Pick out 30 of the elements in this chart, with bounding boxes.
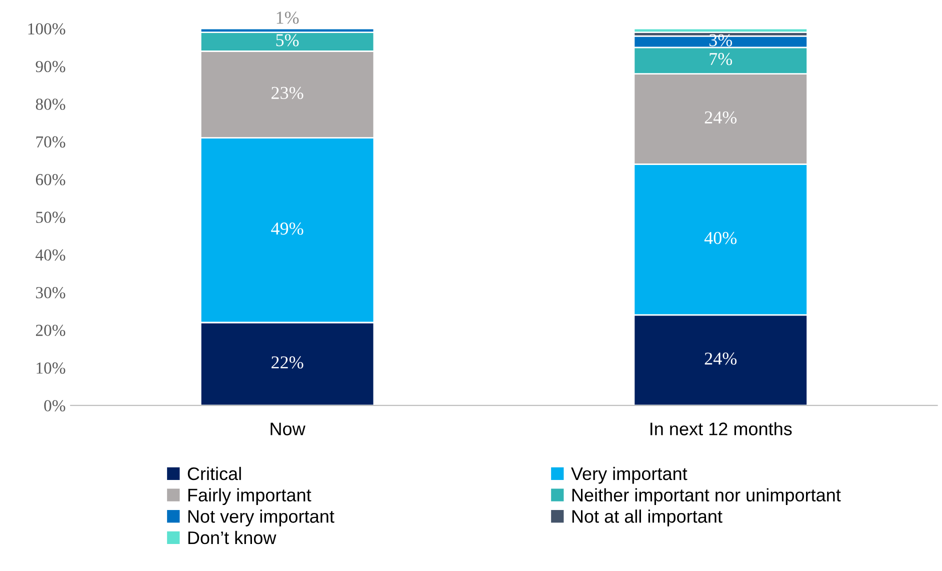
data-label: 23%: [272, 86, 304, 100]
data-label: 5%: [276, 34, 299, 46]
legend-label: Don’t know: [188, 530, 276, 544]
y-tick-label: 40%: [36, 249, 66, 261]
y-tick-label: 60%: [36, 174, 66, 186]
x-tick-label: In next 12 months: [650, 422, 792, 436]
data-label: 1%: [276, 12, 299, 24]
data-label: 24%: [704, 111, 737, 124]
bar: [633, 28, 808, 34]
legend-label: Very important: [571, 466, 688, 484]
legend-label: Neither important nor unimportant: [572, 488, 841, 506]
data-label: 24%: [704, 352, 737, 365]
y-tick-label: 0%: [44, 400, 66, 412]
y-tick-label: 90%: [36, 60, 66, 72]
data-label: 7%: [710, 52, 732, 66]
x-tick-label: Now: [270, 422, 306, 436]
legend-label: Not at all important: [572, 510, 722, 526]
y-tick-label: 80%: [36, 98, 66, 110]
legend-label: Not very important: [188, 510, 334, 526]
data-label: 49%: [271, 222, 304, 235]
y-tick-label: 100%: [28, 23, 66, 35]
y-tick-label: 10%: [36, 362, 66, 374]
y-tick-label: 70%: [36, 136, 66, 148]
y-tick-label: 50%: [36, 212, 66, 223]
y-tick-label: 20%: [36, 324, 66, 336]
y-tick-label: 30%: [36, 287, 66, 298]
data-label: 22%: [272, 356, 304, 369]
data-label: 40%: [704, 232, 737, 244]
legend-label: Fairly important: [188, 488, 312, 506]
legend-label: Critical: [188, 466, 241, 480]
